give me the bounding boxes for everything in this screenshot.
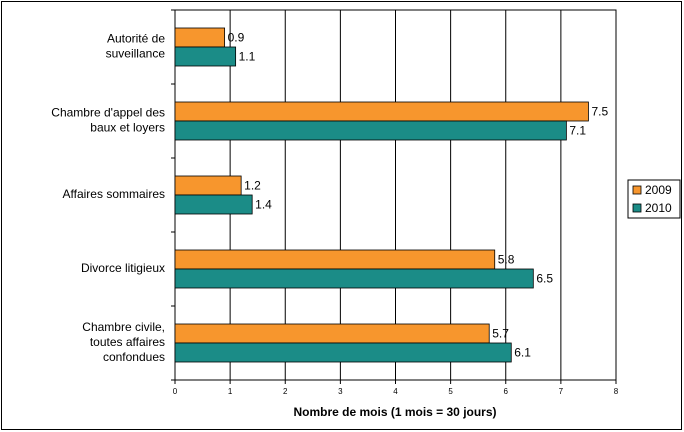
x-tick-label: 5 bbox=[448, 387, 453, 396]
x-tick-label: 4 bbox=[393, 387, 398, 396]
data-label: 7.5 bbox=[591, 105, 608, 119]
bar bbox=[174, 268, 534, 289]
bar bbox=[174, 101, 589, 122]
x-tick-label: 3 bbox=[338, 387, 343, 396]
x-axis-title: Nombre de mois (1 mois = 30 jours) bbox=[293, 405, 496, 419]
y-tick-label: Divorce litigieux bbox=[81, 261, 165, 275]
bar bbox=[174, 249, 496, 270]
x-tick-label: 1 bbox=[228, 387, 233, 396]
data-label: 7.1 bbox=[569, 124, 586, 138]
x-tick-label: 2 bbox=[283, 387, 288, 396]
data-label: 6.1 bbox=[514, 346, 531, 360]
x-tick-label: 6 bbox=[504, 387, 509, 396]
data-label: 5.7 bbox=[492, 327, 509, 341]
x-tick-label: 8 bbox=[614, 387, 619, 396]
y-tick-label: Chambre d'appel des baux et loyers bbox=[51, 106, 165, 135]
legend-swatch bbox=[632, 185, 642, 195]
bar bbox=[174, 120, 567, 141]
data-label: 1.1 bbox=[239, 50, 256, 64]
x-tick-label: 7 bbox=[559, 387, 564, 396]
y-tick-label: Affaires sommaires bbox=[63, 187, 165, 201]
bar bbox=[174, 175, 242, 196]
x-tick-label: 0 bbox=[173, 387, 178, 396]
data-label: 1.2 bbox=[244, 179, 261, 193]
legend bbox=[627, 179, 681, 219]
legend-swatch bbox=[632, 203, 642, 213]
legend-label: 2010 bbox=[645, 201, 672, 215]
bar bbox=[174, 27, 226, 48]
data-label: 0.9 bbox=[228, 31, 245, 45]
bar bbox=[174, 194, 253, 215]
bar bbox=[174, 342, 512, 363]
bar bbox=[174, 323, 490, 344]
data-label: 5.8 bbox=[498, 253, 515, 267]
y-tick-label: Chambre civile, toutes affaires confondues bbox=[82, 320, 165, 364]
bar bbox=[174, 46, 237, 67]
legend-label: 2009 bbox=[645, 183, 672, 197]
data-label: 1.4 bbox=[255, 198, 272, 212]
data-label: 6.5 bbox=[536, 272, 553, 286]
y-tick-label: Autorité de suveillance bbox=[106, 32, 166, 61]
